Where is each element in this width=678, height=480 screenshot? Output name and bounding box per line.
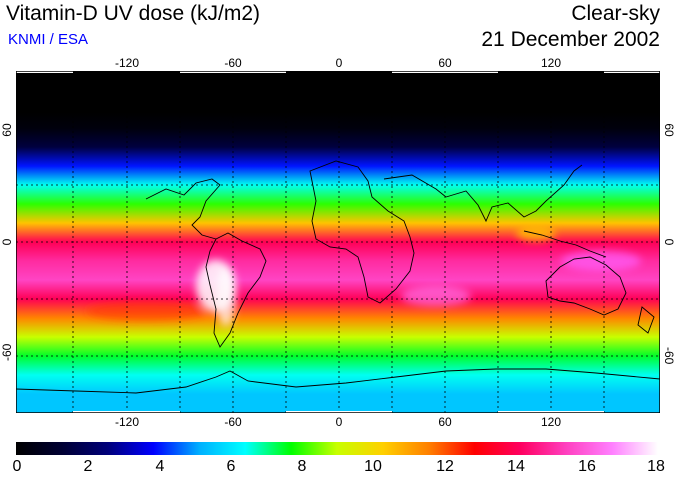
lon-tick-top-0: 0: [335, 56, 343, 70]
lon-tick-bottom-minus60: -60: [224, 415, 242, 429]
antarctica-coast: [16, 368, 660, 394]
lon-tick-bottom-120: 120: [540, 415, 562, 429]
arabia-coast: [383, 174, 447, 198]
lat-tick-right-minus60: -60: [662, 347, 676, 365]
colorbar-label-14: 14: [507, 458, 525, 475]
colorbar-label-10: 10: [364, 458, 382, 475]
asia-coast: [445, 164, 583, 223]
lat-tick-left-minus60: -60: [0, 343, 14, 361]
colorbar-label-18: 18: [647, 458, 665, 475]
indonesia-cloud-zone: [516, 225, 556, 241]
graticule: [16, 71, 660, 413]
credit-label: KNMI / ESA: [8, 31, 89, 48]
north-america-coast: [145, 178, 221, 240]
frame-bars: [16, 71, 660, 413]
lat-tick-left-0: 0: [0, 238, 14, 246]
lat-tick-left-60: 60: [0, 123, 14, 137]
frame-bar-top-1: [16, 71, 73, 73]
map-title: Vitamin-D UV dose (kJ/m2): [6, 2, 261, 25]
lon-tick-top-minus120: -120: [114, 56, 140, 70]
colorbar-label-6: 6: [226, 458, 236, 475]
lon-tick-top-120: 120: [540, 56, 562, 70]
frame-bar-bottom-3: [498, 411, 604, 413]
sky-condition-label: Clear-sky: [571, 2, 660, 25]
colorbar-fill: [16, 442, 658, 455]
colorbar-label-8: 8: [297, 458, 307, 475]
new-zealand-coast: [637, 306, 655, 334]
colorbar-label-4: 4: [155, 458, 165, 475]
colorbar: [16, 442, 658, 455]
frame-bar-bottom-1: [73, 411, 180, 413]
australia-high-uv: [561, 251, 641, 271]
lon-tick-top-60: 60: [438, 56, 452, 70]
world-map: [16, 71, 660, 413]
lat-tick-right-60: 60: [662, 123, 676, 137]
frame-bar-top-4: [604, 71, 660, 73]
africa-coast: [309, 160, 415, 304]
indonesia-coast: [523, 230, 607, 258]
south-america-coast: [205, 232, 267, 348]
colorbar-label-0: 0: [12, 458, 22, 475]
frame-bar-top-3: [392, 71, 498, 73]
colorbar-label-16: 16: [578, 458, 596, 475]
lon-tick-bottom-0: 0: [335, 415, 343, 429]
colorbar-label-2: 2: [83, 458, 93, 475]
date-label: 21 December 2002: [481, 28, 660, 51]
lon-tick-bottom-minus120: -120: [114, 415, 140, 429]
south-africa-high-uv: [401, 286, 471, 306]
frame-bar-bottom-2: [286, 411, 392, 413]
lat-tick-right-0: 0: [662, 238, 676, 246]
lon-tick-bottom-60: 60: [438, 415, 452, 429]
coastlines: [16, 160, 660, 394]
colorbar-label-12: 12: [436, 458, 454, 475]
frame-bar-top-2: [180, 71, 286, 73]
lon-tick-top-minus60: -60: [224, 56, 242, 70]
australia-coast: [545, 256, 627, 316]
pacific-band: [86, 301, 206, 321]
andes-high-uv-core: [216, 266, 236, 326]
